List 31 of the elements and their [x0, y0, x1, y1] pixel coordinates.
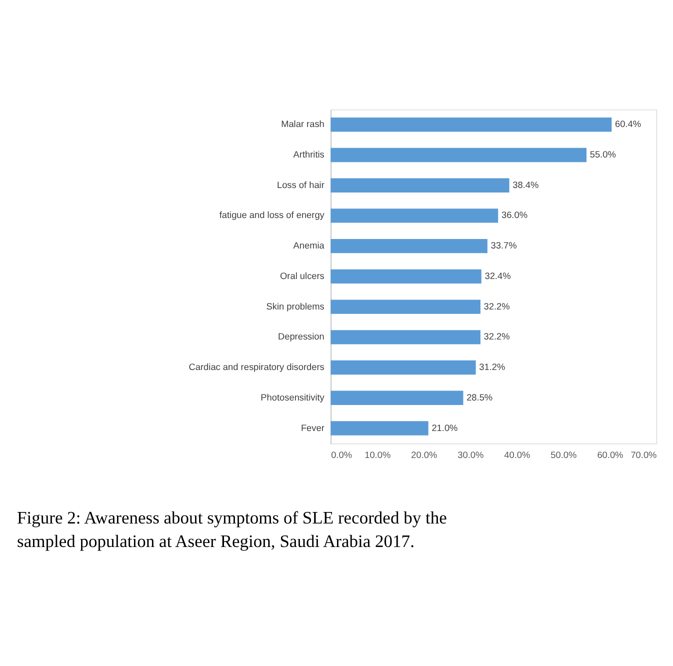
- data-label: 55.0%: [590, 149, 616, 160]
- data-label: 28.5%: [466, 392, 493, 402]
- y-tick-label: Depression: [278, 332, 324, 342]
- y-tick-label: Loss of hair: [276, 180, 324, 190]
- data-label: 33.7%: [490, 240, 517, 251]
- y-tick-label: fatigue and loss of energy: [219, 210, 325, 220]
- x-tick-label: 40.0%: [504, 450, 530, 460]
- x-tick-label: 0.0%: [331, 450, 352, 460]
- x-tick-label: 50.0%: [550, 450, 577, 460]
- data-label: 21.0%: [432, 422, 458, 433]
- x-tick-label: 20.0%: [411, 450, 438, 460]
- x-tick-label: 70.0%: [630, 450, 657, 460]
- y-tick-label: Anemia: [293, 240, 326, 251]
- y-tick-label: Arthritis: [293, 149, 325, 160]
- y-tick-label: Cardiac and respiratory disorders: [188, 362, 325, 372]
- data-label: 32.2%: [484, 301, 510, 312]
- caption: Figure 2: Awareness about symptoms of SLE recorded by the sampled population at Aseer Region, Saudi Arabia 2017.: [17, 508, 448, 551]
- data-label: 38.4%: [512, 180, 539, 190]
- data-label: 32.2%: [484, 332, 510, 342]
- data-label: 32.4%: [484, 270, 511, 281]
- y-tick-label: Fever: [300, 422, 324, 433]
- y-tick-label: Oral ulcers: [280, 270, 325, 281]
- data-label: 31.2%: [479, 362, 506, 372]
- data-label: 60.4%: [614, 119, 641, 130]
- data-label: 36.0%: [501, 210, 528, 220]
- y-tick-label: Photosensitivity: [260, 392, 325, 402]
- x-tick-label: 10.0%: [364, 450, 391, 460]
- y-tick-label: Skin problems: [266, 301, 325, 312]
- x-tick-label: 60.0%: [597, 450, 624, 460]
- x-tick-label: 30.0%: [458, 450, 484, 460]
- y-tick-label: Malar rash: [281, 119, 324, 130]
